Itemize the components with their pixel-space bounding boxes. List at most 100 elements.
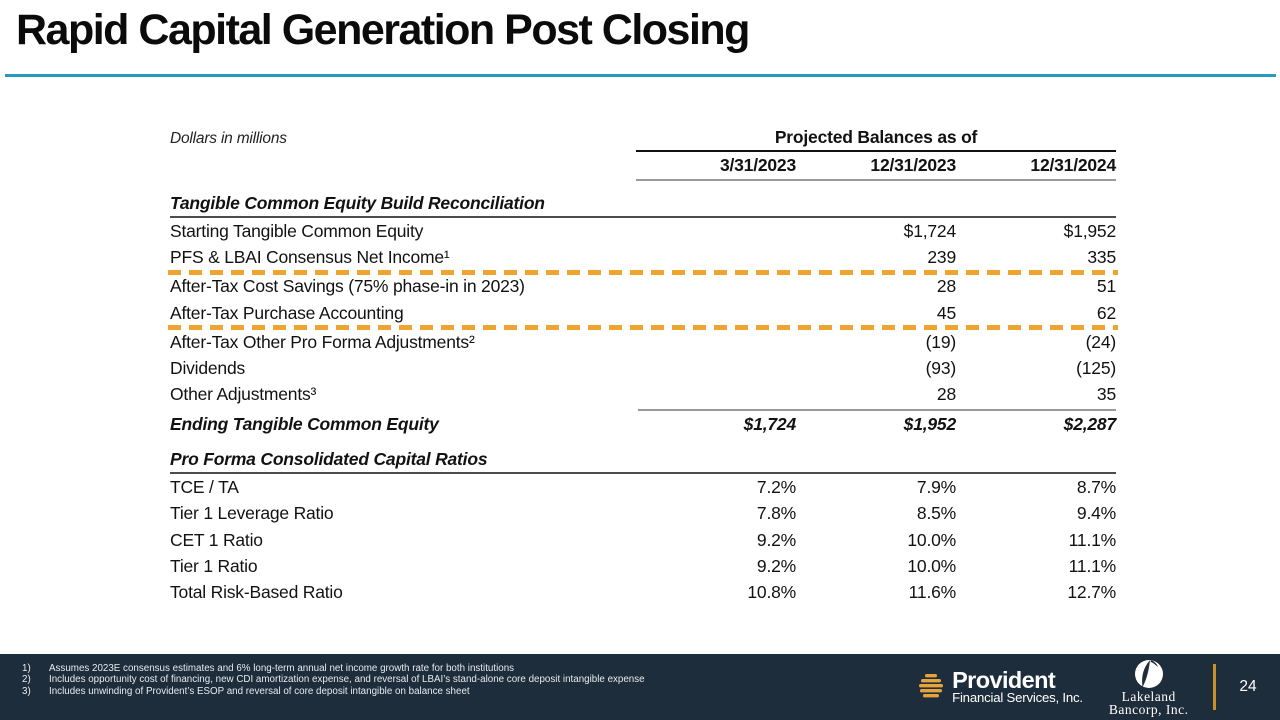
column-header: 12/31/2023 (870, 155, 956, 175)
footnote-number: 1) (22, 663, 31, 674)
footer-divider (1212, 664, 1216, 710)
row-value: 239 (927, 246, 956, 267)
row-value: 8.5% (916, 503, 956, 524)
dates-underline (636, 179, 1116, 181)
orange-dashed-divider (168, 325, 1118, 331)
row-value: 35 (1096, 384, 1116, 405)
row-label: TCE / TA (170, 477, 239, 498)
footnote: 3) Includes unwinding of Provident’s ESO… (22, 686, 645, 697)
footnote: 2) Includes opportunity cost of financin… (22, 674, 645, 685)
row-label: Total Risk-Based Ratio (170, 582, 343, 603)
column-header: 3/31/2023 (719, 155, 796, 175)
row-value: 10.0% (907, 529, 956, 550)
row-value: $1,724 (903, 220, 957, 241)
table-header-row: Dollars in millions Projected Balances a… (170, 126, 1116, 148)
provident-name: Provident (952, 666, 1056, 693)
row-value: 9.2% (756, 529, 796, 550)
row-value: $1,952 (1063, 220, 1117, 241)
row-value: 7.9% (916, 477, 956, 498)
row-label: Dividends (170, 358, 246, 379)
row-value: 51 (1096, 276, 1116, 297)
swirl-circle-icon (1134, 659, 1163, 688)
section-underline (170, 216, 1116, 218)
footer-logos: Provident Financial Services, Inc. Lakel… (915, 654, 1280, 720)
footnote-number: 3) (22, 685, 31, 697)
row-value: $1,952 (903, 413, 957, 434)
row-value: 10.0% (907, 555, 956, 576)
row-value: 62 (1096, 302, 1116, 323)
row-label: Ending Tangible Common Equity (170, 413, 439, 434)
row-label: After-Tax Cost Savings (75% phase-in in … (170, 276, 525, 297)
footnotes: 1) Assumes 2023E consensus estimates and… (22, 663, 645, 697)
row-value: 335 (1087, 246, 1116, 267)
table-row: CET 1 Ratio 9.2% 10.0% 11.1% (170, 527, 1116, 553)
row-value: 7.2% (756, 477, 796, 498)
row-value: (19) (925, 331, 957, 352)
section-header: Pro Forma Consolidated Capital Ratios (170, 449, 488, 470)
table-row: Tier 1 Leverage Ratio 7.8% 8.5% 9.4% (170, 501, 1116, 527)
row-value: 11.1% (1068, 529, 1117, 550)
row-value: 11.6% (908, 582, 957, 603)
row-value: (125) (1076, 358, 1116, 379)
footnote: 1) Assumes 2023E consensus estimates and… (22, 663, 645, 674)
table-row: Dividends (93) (125) (170, 355, 1116, 381)
row-value: 28 (936, 384, 956, 405)
table-body: Tangible Common Equity Build Reconciliat… (168, 192, 1118, 606)
table-row: PFS & LBAI Consensus Net Income¹ 239 335 (170, 244, 1116, 270)
table-row: TCE / TA 7.2% 7.9% 8.7% (170, 474, 1116, 500)
row-label: Tier 1 Leverage Ratio (170, 503, 334, 524)
row-value: 10.8% (747, 582, 796, 603)
total-rule (638, 409, 1116, 412)
table-row: Total Risk-Based Ratio 10.8% 11.6% 12.7% (170, 580, 1116, 606)
table-row: Starting Tangible Common Equity $1,724 $… (170, 218, 1116, 244)
row-label: Starting Tangible Common Equity (170, 220, 424, 241)
provident-logo: Provident Financial Services, Inc. (915, 666, 1083, 705)
lakeland-logo: Lakeland Bancorp, Inc. (1109, 659, 1189, 716)
lakeland-name: Lakeland (1121, 688, 1176, 704)
page-number: 24 (1239, 678, 1257, 695)
projections-table: Dollars in millions Projected Balances a… (168, 126, 1118, 606)
column-header: 12/31/2024 (1030, 155, 1116, 175)
section-header: Tangible Common Equity Build Reconciliat… (170, 193, 545, 213)
column-headers: 3/31/2023 12/31/2023 12/31/2024 (636, 152, 1116, 179)
provident-subtitle: Financial Services, Inc. (952, 689, 1083, 705)
row-value: 7.8% (756, 503, 796, 524)
units-note: Dollars in millions (170, 130, 287, 147)
table-row: Tier 1 Ratio 9.2% 10.0% 11.1% (170, 553, 1116, 579)
row-value: 9.2% (756, 555, 796, 576)
row-label: Other Adjustments³ (170, 384, 317, 405)
row-value: (93) (925, 358, 957, 379)
row-value: 28 (936, 276, 956, 297)
row-label: CET 1 Ratio (170, 529, 263, 550)
row-value: $2,287 (1063, 413, 1117, 434)
footnote-number: 2) (22, 674, 31, 686)
row-value: $1,724 (743, 413, 797, 434)
row-value: 11.1% (1068, 555, 1117, 576)
row-label: After-Tax Other Pro Forma Adjustments² (170, 331, 475, 352)
section-underline (170, 472, 1116, 475)
row-value: 9.4% (1076, 503, 1116, 524)
table-row: Ending Tangible Common Equity $1,724 $1,… (170, 411, 1116, 437)
row-value: 8.7% (1076, 477, 1116, 498)
provident-wordmark: Provident Financial Services, Inc. (952, 666, 1083, 705)
lakeland-subtitle: Bancorp, Inc. (1108, 701, 1189, 717)
table-row: After-Tax Other Pro Forma Adjustments² (… (170, 329, 1116, 355)
column-group-header: Projected Balances as of (774, 127, 978, 147)
orange-dashed-divider (168, 269, 1118, 275)
row-value: 12.7% (1067, 582, 1116, 603)
slide-footer: 1) Assumes 2023E consensus estimates and… (0, 654, 1280, 720)
footnote-text: Includes unwinding of Provident’s ESOP a… (49, 685, 470, 697)
row-label: Tier 1 Ratio (170, 555, 258, 576)
table-row: After-Tax Purchase Accounting 45 62 (170, 300, 1116, 326)
page-title: Rapid Capital Generation Post Closing (16, 6, 750, 54)
beehive-icon (919, 674, 944, 698)
row-label: PFS & LBAI Consensus Net Income¹ (170, 246, 450, 267)
footnote-text: Includes opportunity cost of financing, … (49, 674, 645, 686)
row-value: (24) (1085, 331, 1117, 352)
header-rule (636, 150, 1116, 152)
footnote-text: Assumes 2023E consensus estimates and 6%… (49, 663, 515, 674)
row-label: After-Tax Purchase Accounting (170, 302, 404, 323)
title-underline (5, 74, 1276, 77)
row-value: 45 (936, 302, 956, 323)
